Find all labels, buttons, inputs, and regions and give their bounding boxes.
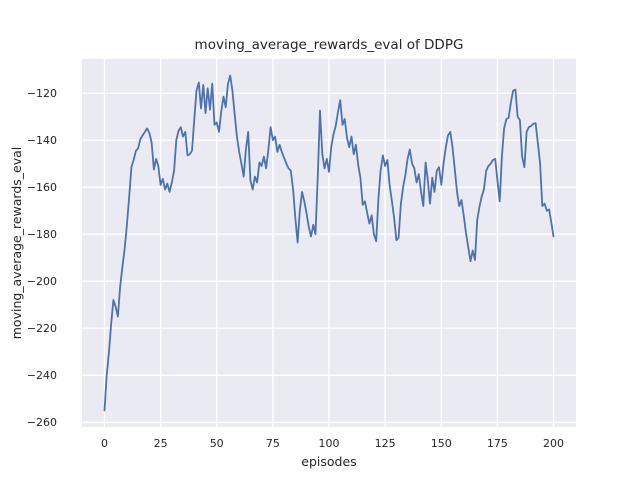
y-tick-label--120: −120 <box>27 87 57 100</box>
x-tick-label-50: 50 <box>210 437 224 450</box>
x-tick-label-100: 100 <box>319 437 340 450</box>
grid-lines <box>82 59 576 427</box>
y-tick-label--140: −140 <box>27 134 57 147</box>
x-tick-label-75: 75 <box>266 437 280 450</box>
x-tick-label-0: 0 <box>101 437 108 450</box>
chart-title: moving_average_rewards_eval of DDPG <box>195 37 464 53</box>
y-tick-label--200: −200 <box>27 275 57 288</box>
y-tick-label--180: −180 <box>27 228 57 241</box>
x-tick-labels: 0 25 50 75 100 125 150 175 200 <box>101 437 564 450</box>
y-tick-labels: −120 −140 −160 −180 −200 −220 −240 −260 <box>27 87 57 429</box>
x-axis-label: episodes <box>301 454 356 469</box>
x-tick-label-25: 25 <box>154 437 168 450</box>
y-axis-label: moving_average_rewards_eval <box>9 147 24 340</box>
x-tick-label-150: 150 <box>431 437 452 450</box>
x-tick-label-125: 125 <box>375 437 396 450</box>
y-tick-label--220: −220 <box>27 322 57 335</box>
reward-line-series <box>103 74 555 412</box>
x-tick-label-200: 200 <box>543 437 564 450</box>
y-tick-label--240: −240 <box>27 369 57 382</box>
y-tick-label--160: −160 <box>27 181 57 194</box>
x-tick-label-175: 175 <box>487 437 508 450</box>
y-tick-label--260: −260 <box>27 416 57 429</box>
